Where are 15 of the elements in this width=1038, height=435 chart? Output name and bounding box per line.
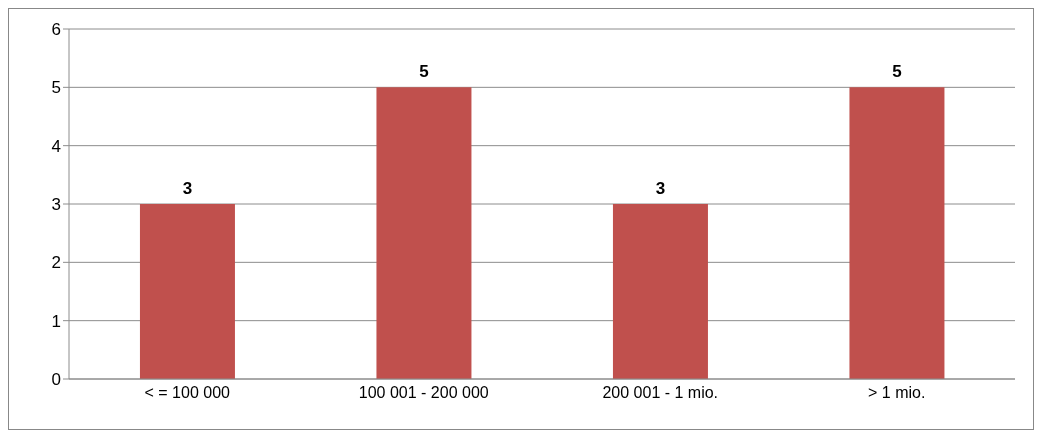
y-tick-label: 1 <box>51 311 61 331</box>
y-tick-label: 2 <box>51 253 61 273</box>
x-tick-label: 100 001 - 200 000 <box>358 384 489 402</box>
data-label: 5 <box>892 62 902 82</box>
data-label: 3 <box>655 179 666 198</box>
data-label: 5 <box>419 62 429 82</box>
y-tick-label: 0 <box>51 370 61 390</box>
y-tick-label: 3 <box>51 195 61 215</box>
y-tick-label: 5 <box>51 78 61 98</box>
y-tick-label: 4 <box>51 136 61 156</box>
y-tick-label: 6 <box>51 20 61 40</box>
data-label: 3 <box>182 179 193 198</box>
x-tick-label: < = 100 000 <box>144 384 231 402</box>
x-tick-label: > 1 mio. <box>868 384 926 402</box>
x-tick-label: 200 001 - 1 mio. <box>602 384 719 402</box>
